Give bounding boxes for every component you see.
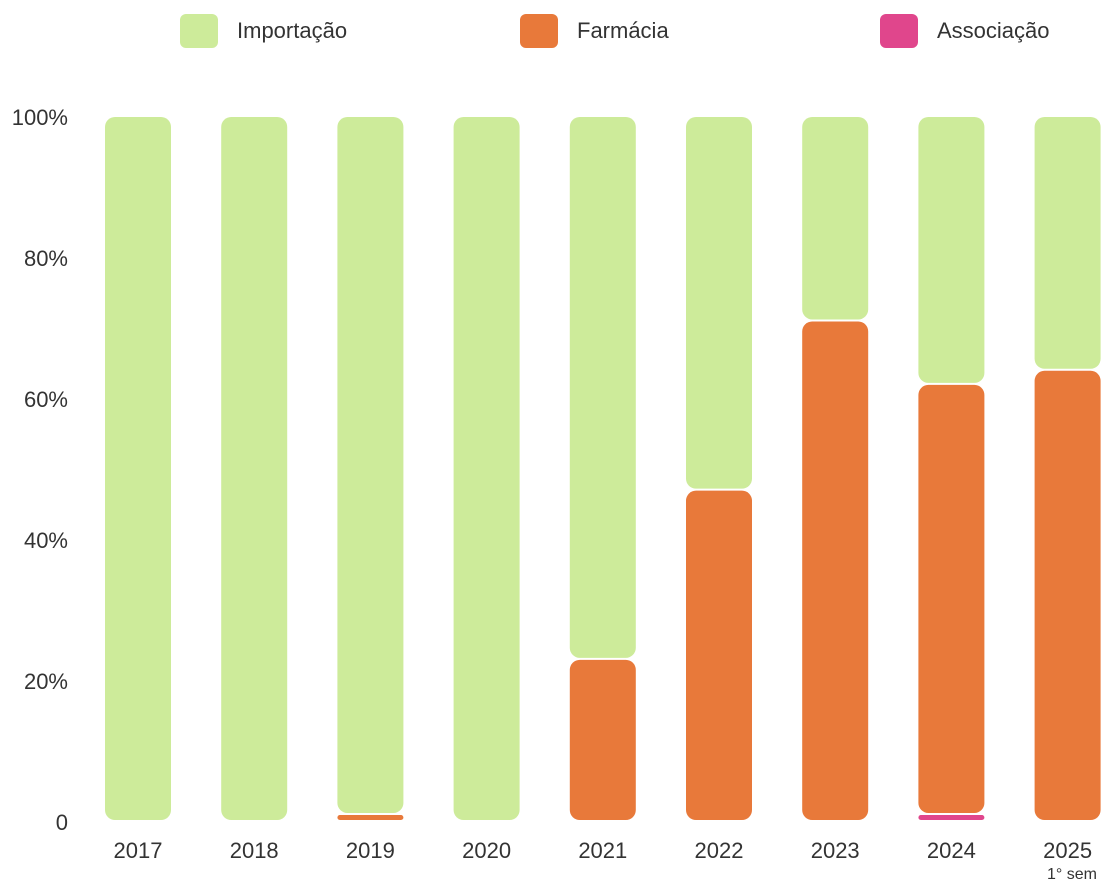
legend-swatch [520, 14, 558, 48]
y-tick-label: 80% [24, 246, 68, 271]
x-tick-label: 2018 [230, 838, 279, 863]
y-tick-label: 0 [56, 810, 68, 835]
bar-segment [918, 814, 985, 820]
bar-segment [221, 117, 288, 820]
x-tick-label: 2019 [346, 838, 395, 863]
legend-swatch [880, 14, 918, 48]
x-tick-label: 2023 [811, 838, 860, 863]
bar-segment [918, 384, 985, 813]
bar-segment [569, 659, 636, 820]
x-tick-label: 2024 [927, 838, 976, 863]
bar-segment [453, 117, 520, 820]
legend-label: Associação [937, 18, 1050, 43]
y-tick-label: 20% [24, 669, 68, 694]
x-annotation: 1° sem [1047, 866, 1097, 883]
x-tick-label: 2021 [578, 838, 627, 863]
y-tick-label: 40% [24, 528, 68, 553]
x-tick-label: 2025 [1043, 838, 1092, 863]
legend-label: Farmácia [577, 18, 669, 43]
bar-segment [918, 117, 985, 383]
bar-segment [686, 117, 752, 489]
legend-label: Importação [237, 18, 347, 43]
bar-segment [337, 814, 404, 820]
bar-segment [802, 321, 869, 820]
y-tick-label: 100% [12, 105, 68, 130]
y-tick-label: 60% [24, 387, 68, 412]
bar-segment [1034, 117, 1101, 369]
bar-segment [686, 490, 752, 820]
bar-segment [105, 117, 171, 820]
x-tick-label: 2022 [695, 838, 744, 863]
x-tick-label: 2020 [462, 838, 511, 863]
bar-segment [802, 117, 869, 320]
bar-segment [569, 117, 636, 658]
x-tick-label: 2017 [114, 838, 163, 863]
bar-segment [337, 117, 404, 813]
legend-swatch [180, 14, 218, 48]
bar-segment [1034, 370, 1101, 820]
